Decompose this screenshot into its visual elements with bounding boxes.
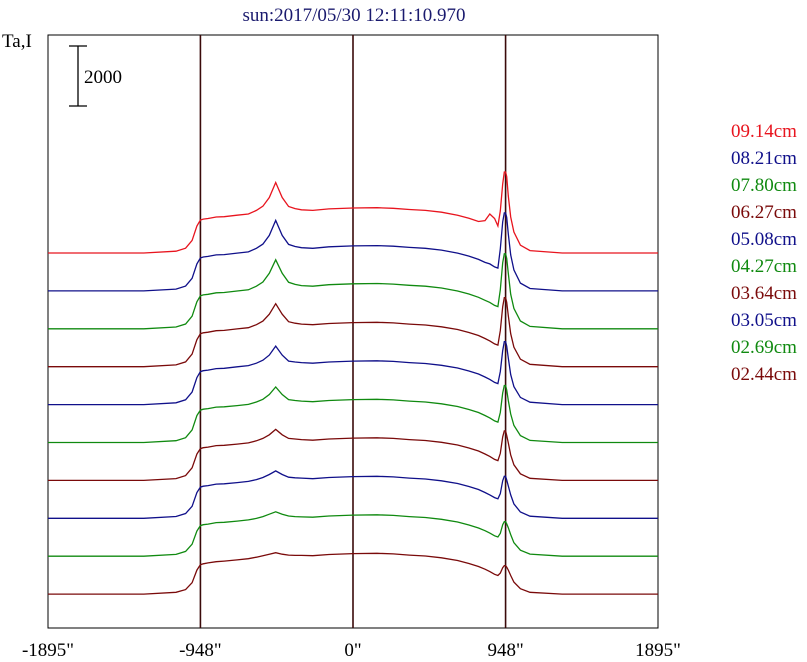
legend-entry-08.21cm: 08.21cm — [731, 148, 797, 169]
legend-entry-03.64cm: 03.64cm — [731, 283, 797, 304]
legend-entry-09.14cm: 09.14cm — [731, 121, 797, 142]
series-line-04.27cm — [48, 384, 658, 444]
x-tick-label-1: -948" — [179, 640, 222, 661]
chart-title: sun:2017/05/30 12:11:10.970 — [242, 5, 465, 26]
series-line-02.69cm — [48, 511, 658, 557]
legend-entry-05.08cm: 05.08cm — [731, 229, 797, 250]
x-tick-labels: -1895" -948" 0" 948" 1895" — [22, 640, 681, 661]
legend-entry-02.44cm: 02.44cm — [731, 364, 797, 385]
x-tick-label-4: 1895" — [635, 640, 681, 661]
legend-entry-04.27cm: 04.27cm — [731, 256, 797, 277]
legend-entry-07.80cm: 07.80cm — [731, 175, 797, 196]
legend-entry-06.27cm: 06.27cm — [731, 202, 797, 223]
x-tick-label-0: -1895" — [22, 640, 74, 661]
series-line-03.64cm — [48, 428, 658, 482]
series-line-06.27cm — [48, 297, 658, 368]
x-tick-label-3: 948" — [487, 640, 523, 661]
series-line-09.14cm — [48, 171, 658, 254]
series-line-03.05cm — [48, 470, 658, 519]
series-line-02.44cm — [48, 552, 658, 595]
series-line-07.80cm — [48, 253, 658, 330]
vertical-reference-lines — [199, 35, 507, 628]
legend-entry-03.05cm: 03.05cm — [731, 310, 797, 331]
x-tick-label-2: 0" — [344, 640, 361, 661]
series-layer — [48, 171, 658, 595]
scale-bar-label: 2000 — [84, 67, 122, 88]
y-axis-label: Ta,I — [2, 31, 32, 52]
legend-entry-02.69cm: 02.69cm — [731, 337, 797, 358]
series-line-08.21cm — [48, 212, 658, 292]
series-line-05.08cm — [48, 340, 658, 406]
legend: 09.14cm 08.21cm 07.80cm 06.27cm 05.08cm 04.27… — [731, 121, 797, 385]
scale-bar: 2000 — [69, 45, 122, 107]
